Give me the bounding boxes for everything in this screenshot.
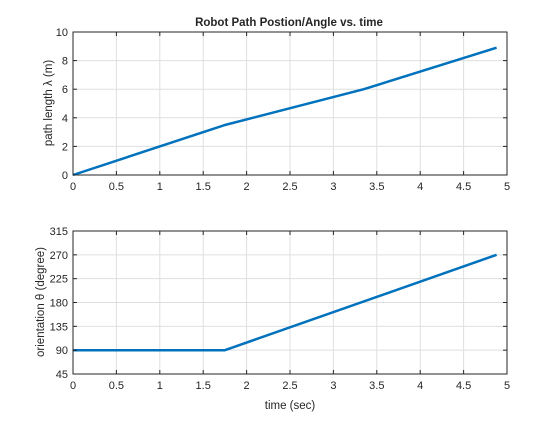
top-x-tick-label: 5: [504, 181, 510, 193]
top-x-tick-label: 2: [244, 181, 250, 193]
top-axes-frame: [72, 31, 508, 176]
bottom-y-tick-label: 270: [50, 250, 68, 262]
bottom-y-tick-label: 315: [50, 226, 68, 238]
bottom-x-tick-label: 0.5: [109, 380, 124, 392]
chart-title: Robot Path Postion/Angle vs. time: [195, 17, 383, 29]
bottom-y-tick-label: 45: [56, 369, 68, 381]
top-x-tick-label: 4.5: [456, 181, 471, 193]
bottom-x-tick-label: 3.5: [369, 380, 384, 392]
bottom-x-tick-label: 2.5: [282, 380, 297, 392]
top-x-tick-label: 2.5: [282, 181, 297, 193]
top-x-tick-label: 1: [157, 181, 163, 193]
bottom-y-axis-label: orientation θ (degree): [35, 247, 47, 357]
top-x-tick-label: 3.5: [369, 181, 384, 193]
bottom-x-tick-label: 1.5: [196, 380, 211, 392]
bottom-y-tick-label: 90: [56, 345, 68, 357]
top-series-line: [72, 46, 497, 177]
bottom-y-tick-label: 135: [50, 321, 68, 333]
bottom-x-tick-label: 4.5: [456, 380, 471, 392]
bottom-y-tick-label: 180: [50, 298, 68, 310]
bottom-y-tick-label: 225: [50, 274, 68, 286]
bottom-x-tick-label: 0: [70, 380, 76, 392]
bottom-x-tick-label: 2: [244, 380, 250, 392]
top-y-tick-label: 10: [56, 27, 68, 39]
top-x-tick-label: 4: [417, 181, 423, 193]
x-axis-label: time (sec): [265, 400, 316, 412]
bottom-x-tick-label: 5: [504, 380, 510, 392]
top-y-tick-label: 2: [62, 141, 68, 153]
top-x-tick-label: 0: [70, 181, 76, 193]
top-axes: 0 0.5 1 1.5 2 2.5 3 3.5 4 4.5 5 0 2 4 6 8 10: [56, 27, 510, 193]
bottom-x-tick-label: 1: [157, 380, 163, 392]
top-y-tick-label: 0: [62, 170, 68, 182]
top-y-tick-label: 6: [62, 84, 68, 96]
bottom-x-tick-label: 4: [417, 380, 423, 392]
top-x-tick-label: 3: [330, 181, 336, 193]
bottom-axes: 0 0.5 1 1.5 2 2.5 3 3.5 4 4.5 5 45 90 135 180 225 270 315: [50, 226, 510, 392]
top-x-tick-label: 1.5: [196, 181, 211, 193]
top-x-tick-label: 0.5: [109, 181, 124, 193]
top-y-axis-label: path length λ (m): [43, 60, 55, 146]
bottom-axes-frame: [72, 230, 508, 375]
top-y-tick-label: 4: [62, 113, 68, 125]
bottom-x-tick-label: 3: [330, 380, 336, 392]
bottom-series-line: [73, 253, 498, 352]
top-y-tick-label: 8: [62, 56, 68, 68]
